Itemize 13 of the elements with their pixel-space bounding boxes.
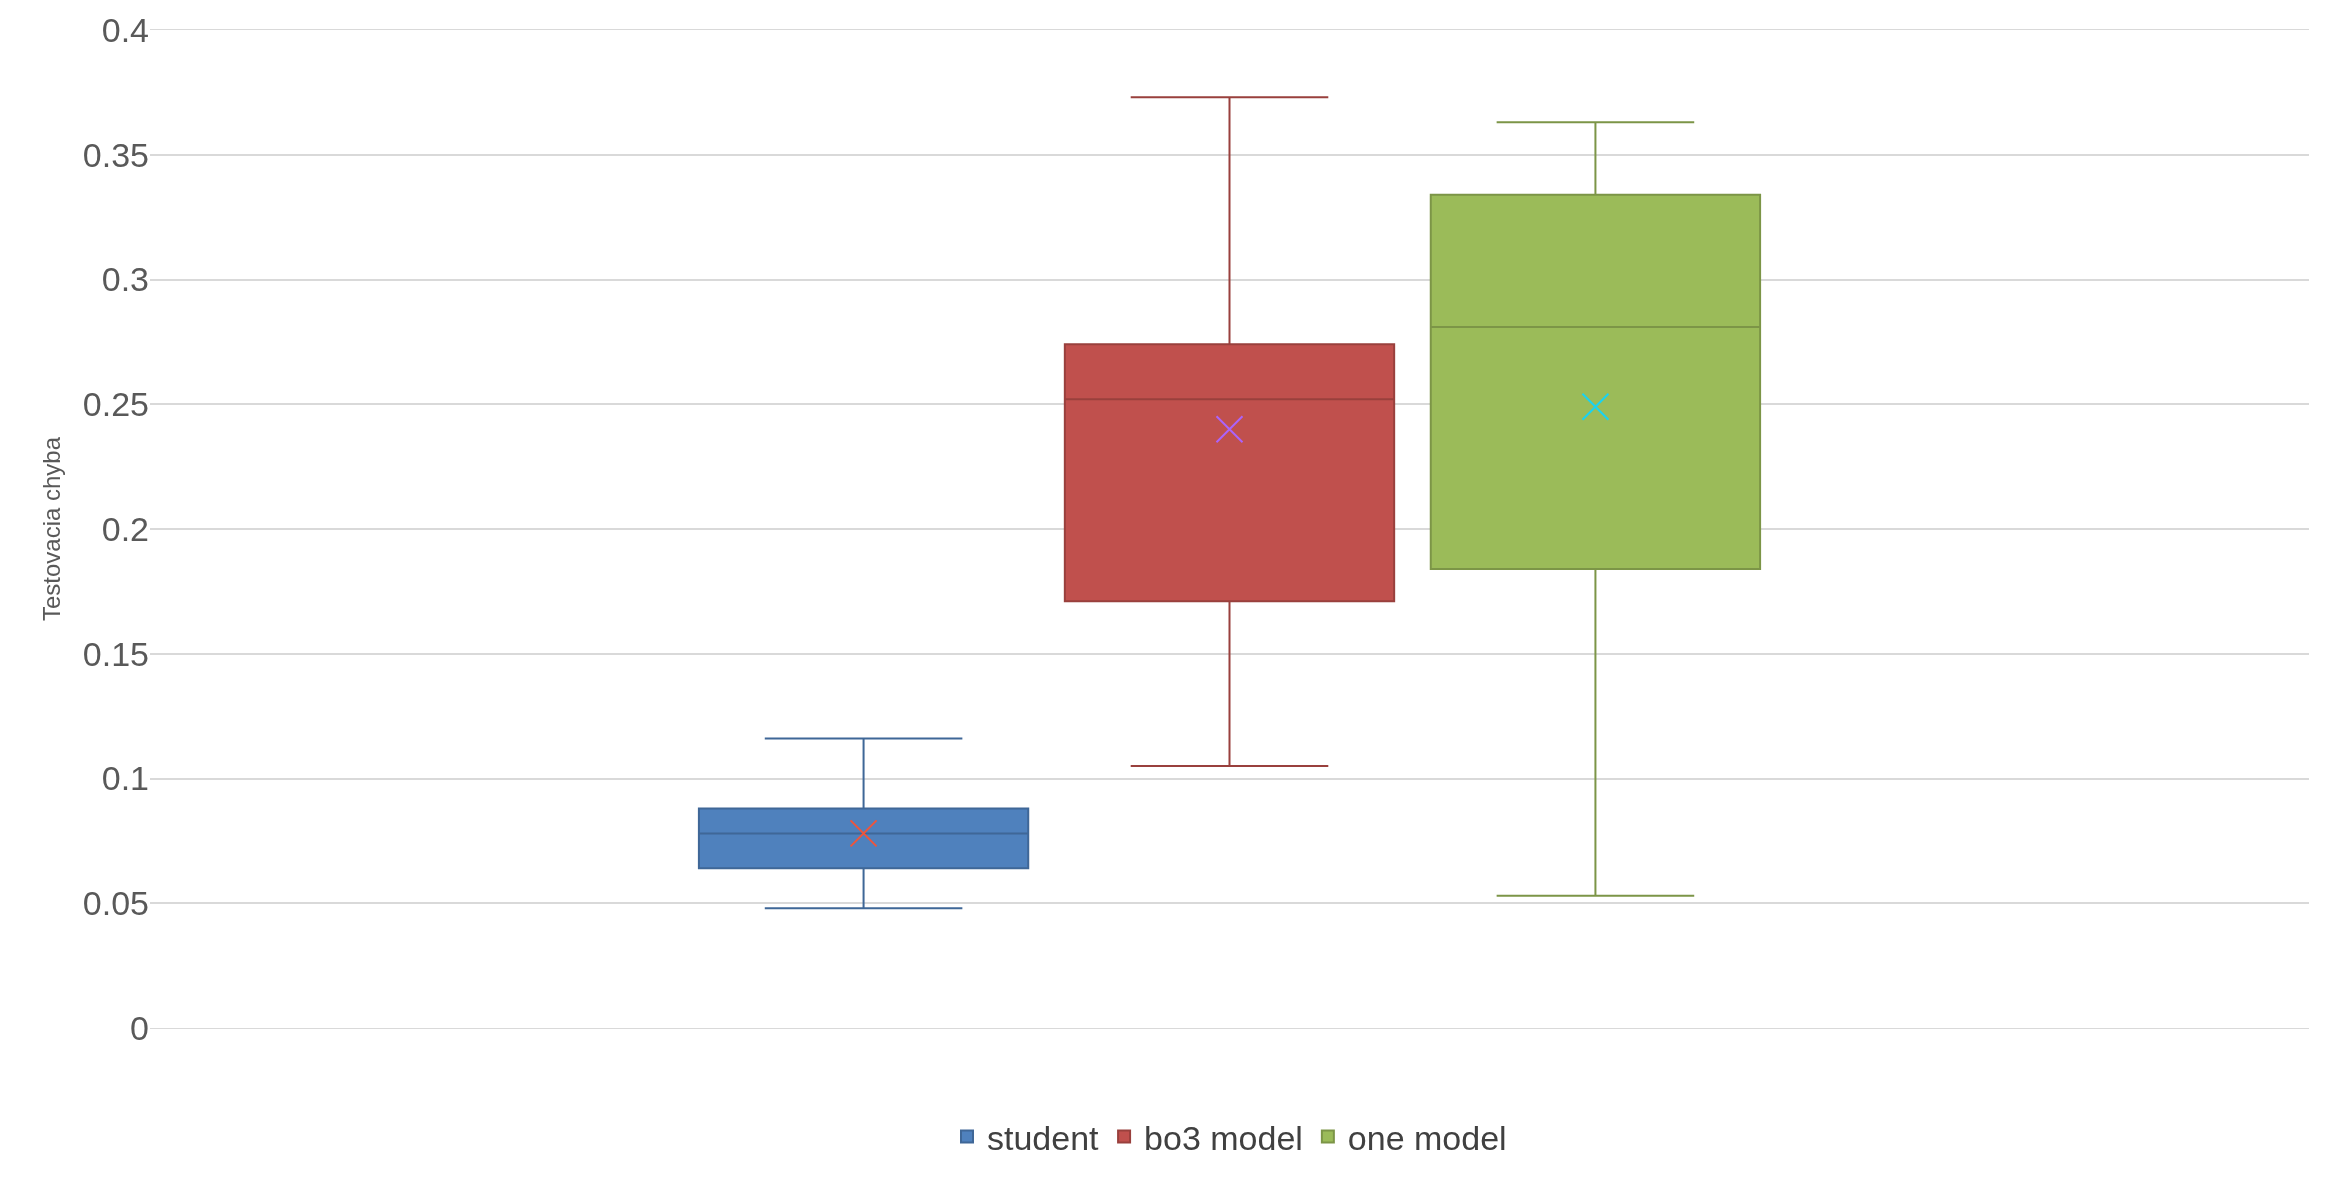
y-axis-title: Testovacia chyba: [37, 436, 65, 622]
y-tick-label: 0.15: [82, 634, 149, 673]
y-tick-label: 0.25: [82, 385, 149, 424]
y-tick-label: 0.05: [82, 884, 149, 923]
legend-label: bo3 model: [1144, 1118, 1303, 1157]
legend-label: student: [987, 1118, 1100, 1157]
y-tick-label: 0.3: [101, 260, 149, 299]
y-tick-label: 0.35: [82, 135, 149, 174]
y-tick-label: 0.2: [101, 509, 149, 548]
y-tick-label: 0.4: [101, 10, 149, 49]
y-tick-label: 0: [130, 1008, 149, 1047]
legend-label: one model: [1347, 1118, 1507, 1157]
y-tick-label: 0.1: [101, 759, 149, 798]
